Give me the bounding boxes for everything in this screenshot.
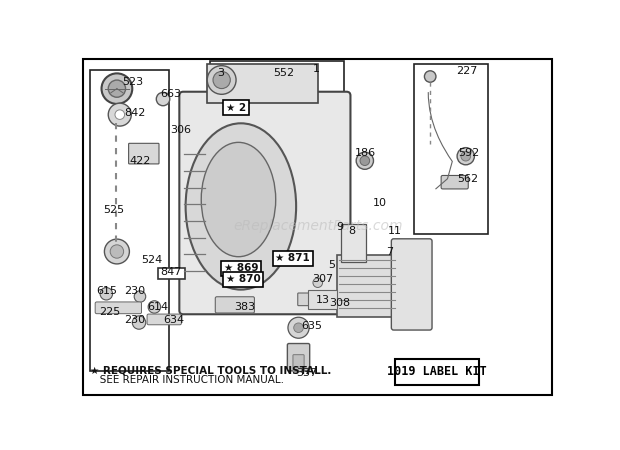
Bar [89, 70, 169, 371]
Text: ★ 869: ★ 869 [224, 263, 258, 273]
Ellipse shape [185, 123, 296, 290]
Text: 230: 230 [123, 286, 144, 297]
Text: 562: 562 [457, 174, 478, 184]
Text: 842: 842 [125, 108, 146, 118]
Text: 847: 847 [161, 267, 182, 277]
Text: 230: 230 [123, 315, 144, 325]
Text: 186: 186 [355, 148, 376, 158]
Circle shape [360, 156, 370, 166]
Text: 523: 523 [122, 76, 143, 87]
Text: 3: 3 [217, 68, 224, 78]
Text: 337: 337 [296, 368, 317, 378]
Text: 306: 306 [170, 125, 192, 135]
Text: 225: 225 [100, 307, 121, 317]
Circle shape [213, 72, 230, 89]
Circle shape [102, 73, 132, 104]
Circle shape [207, 66, 236, 94]
Circle shape [461, 152, 471, 161]
Text: 9: 9 [336, 222, 343, 232]
Circle shape [134, 291, 146, 302]
Circle shape [115, 110, 125, 119]
Circle shape [110, 245, 123, 258]
Text: 634: 634 [163, 315, 184, 325]
Circle shape [425, 71, 436, 82]
FancyBboxPatch shape [288, 343, 310, 371]
Circle shape [148, 301, 161, 313]
Text: ★ REQUIRES SPECIAL TOOLS TO INSTALL.: ★ REQUIRES SPECIAL TOOLS TO INSTALL. [89, 365, 331, 375]
FancyBboxPatch shape [128, 143, 159, 164]
Text: 383: 383 [234, 302, 255, 312]
Text: ★ 2: ★ 2 [226, 103, 246, 112]
FancyBboxPatch shape [179, 92, 350, 314]
FancyBboxPatch shape [391, 239, 432, 330]
Text: 525: 525 [103, 205, 124, 215]
Bar [207, 64, 317, 103]
Text: 592: 592 [458, 148, 480, 158]
Text: 308: 308 [329, 298, 350, 309]
Circle shape [108, 80, 125, 97]
Text: eReplacementParts.com: eReplacementParts.com [233, 219, 402, 233]
Circle shape [104, 239, 130, 264]
Text: 615: 615 [96, 286, 117, 297]
Text: 7: 7 [386, 247, 393, 256]
Text: ★ 870: ★ 870 [226, 274, 260, 284]
Text: 1019 LABEL KIT: 1019 LABEL KIT [387, 365, 487, 378]
Text: 13: 13 [316, 295, 330, 305]
Text: 10: 10 [373, 198, 388, 208]
Bar [341, 224, 366, 262]
Text: 635: 635 [301, 321, 322, 331]
Bar [308, 290, 337, 309]
Text: 11: 11 [388, 226, 402, 236]
Text: 307: 307 [312, 274, 333, 284]
Text: 8: 8 [348, 226, 355, 236]
Circle shape [132, 316, 146, 329]
Circle shape [288, 317, 309, 338]
FancyBboxPatch shape [95, 302, 141, 314]
Text: 524: 524 [141, 255, 162, 265]
Text: 552: 552 [273, 68, 294, 78]
Text: 422: 422 [130, 157, 151, 166]
Text: 5: 5 [329, 261, 335, 270]
Circle shape [100, 288, 113, 300]
FancyBboxPatch shape [215, 297, 254, 313]
Text: SEE REPAIR INSTRUCTION MANUAL.: SEE REPAIR INSTRUCTION MANUAL. [89, 375, 283, 385]
FancyBboxPatch shape [298, 293, 322, 306]
FancyBboxPatch shape [147, 314, 182, 325]
FancyBboxPatch shape [293, 355, 304, 372]
Bar [395, 359, 479, 385]
Bar [414, 64, 489, 234]
Bar [337, 255, 397, 317]
Circle shape [294, 323, 303, 333]
Ellipse shape [202, 142, 276, 256]
Circle shape [356, 152, 373, 169]
FancyBboxPatch shape [441, 176, 468, 189]
Circle shape [108, 103, 131, 126]
Text: 614: 614 [148, 302, 169, 312]
Text: 1: 1 [313, 63, 321, 73]
Text: 663: 663 [161, 89, 182, 99]
Circle shape [457, 148, 474, 165]
Text: 227: 227 [456, 66, 477, 76]
Circle shape [313, 278, 322, 288]
Circle shape [156, 92, 170, 106]
Bar [158, 268, 185, 279]
Text: ★ 871: ★ 871 [275, 253, 310, 263]
Bar [210, 61, 344, 115]
